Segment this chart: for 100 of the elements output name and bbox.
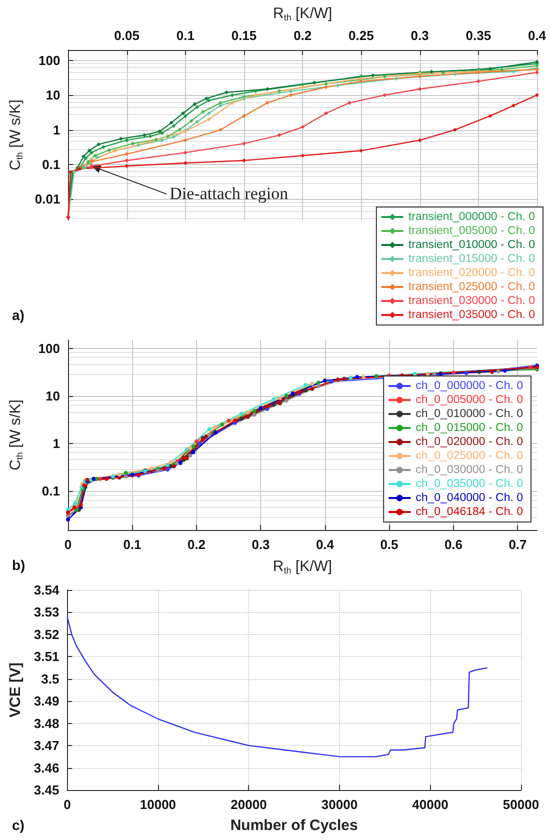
point [477,370,482,374]
point [191,450,196,454]
point [226,418,231,423]
legend-label: transient_035000 - Ch. 0 [408,309,536,321]
point [488,114,492,118]
point [359,79,364,84]
point [254,89,258,94]
y-tick-label: 3.5 [41,671,60,686]
y-tick-label: 1 [52,122,60,138]
legend-label: transient_030000 - Ch. 0 [408,295,536,307]
point [242,114,246,118]
point [464,371,468,376]
point [204,96,208,100]
y-tick-label: 10 [46,88,60,103]
point [87,148,92,153]
point [96,155,100,160]
point [168,460,173,464]
legend-label: ch_0_010000 - Ch. 0 [416,408,524,420]
point [512,104,516,108]
x-tick-label: 0.05 [114,28,140,43]
point [316,384,321,388]
x-tick-label: 0.7 [508,537,527,552]
point [418,87,422,92]
legend-label: ch_0_040000 - Ch. 0 [416,492,524,504]
point [81,154,86,158]
point [166,134,170,138]
x-tick-label: 0.2 [187,537,206,552]
legend-label: ch_0_030000 - Ch. 0 [416,464,524,476]
point [96,142,101,146]
point [166,468,170,472]
y-tick-label: 0.1 [42,483,60,498]
point [183,114,188,118]
x-tick-label: 40000 [412,797,448,812]
x-axis-title: Number of Cycles [230,817,358,834]
point [277,89,282,94]
point [370,73,375,78]
point [242,142,246,146]
point [452,128,457,132]
point [207,433,212,437]
point [160,138,164,142]
y-tick-label: 3.48 [34,716,60,731]
point [488,66,492,71]
point [374,374,378,378]
line-series [66,616,488,758]
point [512,69,516,74]
legend-label: ch_0_020000 - Ch. 0 [416,436,524,448]
x-tick-label: 20000 [230,797,267,812]
point [90,150,94,155]
point [362,374,366,379]
point [382,74,387,79]
point [246,410,250,414]
point [195,105,200,110]
x-tick-label: 0.25 [348,28,374,43]
point [181,111,186,116]
x-tick-label: 30000 [321,797,358,812]
point [178,128,182,132]
y-axis-title: Cth [W s/K] [7,100,24,170]
point [359,148,364,153]
legend-label: transient_025000 - Ch. 0 [408,281,536,293]
y-tick-label: 3.51 [34,649,60,664]
point [312,80,316,85]
point [84,156,88,160]
legend-label: ch_0_035000 - Ch. 0 [416,478,524,490]
point [382,93,387,98]
text: c) [12,817,24,833]
legend-label: ch_0_000000 - Ch. 0 [416,380,524,392]
y-tick-label: 1 [52,436,60,451]
x-tick-label: 0 [64,537,72,552]
point [347,100,352,105]
point [172,134,176,139]
point [118,136,123,141]
x-tick-label: 0.3 [252,537,270,552]
y-axis-title: VCE [V] [7,662,24,718]
point [300,85,305,90]
point [324,111,328,116]
text: a) [12,307,24,323]
y-tick-label: 3.46 [34,760,60,776]
point [184,456,189,461]
point [107,148,112,152]
x-tick-label: 0.1 [176,28,194,43]
point [535,93,539,98]
legend-label: transient_010000 - Ch. 0 [408,239,536,251]
y-tick-label: 3.52 [34,626,60,642]
y-tick-label: 3.45 [34,782,60,798]
point [124,470,128,475]
point [206,117,211,122]
point [476,79,480,84]
point [230,93,234,98]
point [272,402,276,407]
point [172,464,176,468]
point [310,386,314,391]
point [169,120,174,125]
point [500,67,504,72]
point [284,394,288,398]
point [124,474,128,479]
point [252,412,256,417]
point [200,110,205,114]
point [124,152,129,156]
point [124,164,129,168]
legend-label: ch_0_005000 - Ch. 0 [416,394,524,406]
